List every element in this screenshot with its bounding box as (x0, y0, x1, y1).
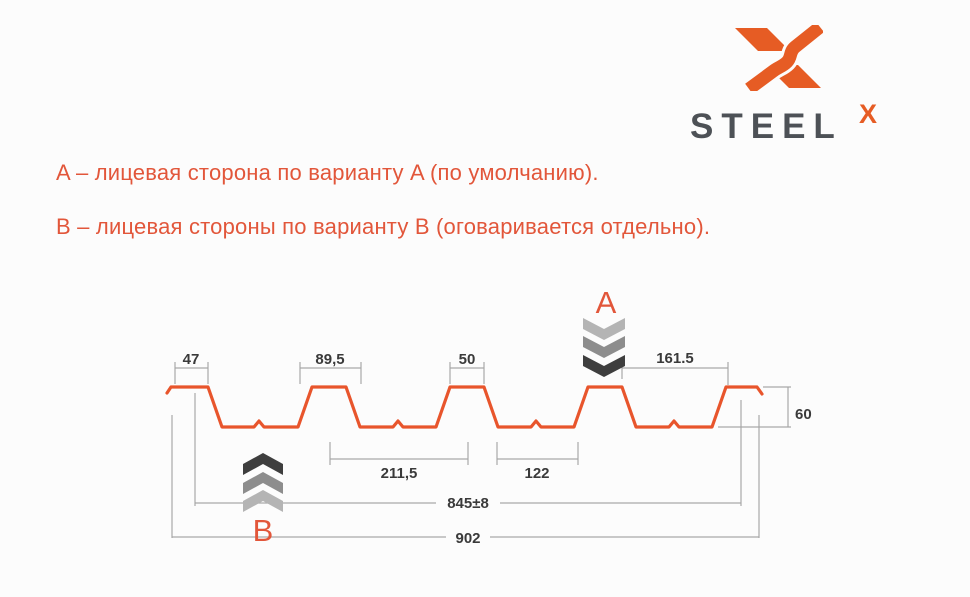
logo-top-left-wedge (735, 28, 790, 51)
chevron-up-icon (243, 490, 283, 512)
side-a-chevrons (583, 318, 625, 377)
logo-x-superscript: X (859, 99, 878, 129)
dim-161-5-label: 161.5 (656, 350, 694, 367)
dim-50-label: 50 (459, 351, 476, 368)
dim-89-5-label: 89,5 (315, 351, 344, 368)
note-variant-a: A – лицевая сторона по варианту A (по ум… (56, 160, 599, 185)
dim-122-label: 122 (524, 465, 549, 482)
profile-outline (165, 385, 764, 429)
dim-845-label-mask (436, 492, 500, 513)
dim-47-label: 47 (183, 351, 200, 368)
steelx-logo-icon (735, 25, 823, 91)
chevron-down-icon (583, 355, 625, 377)
dim-902-label: 902 (455, 530, 480, 547)
chevron-up-icon (243, 453, 283, 475)
dim-902-label-mask (446, 526, 490, 546)
chevron-down-icon (583, 336, 625, 358)
side-a-label: A (596, 285, 617, 320)
logo-wordmark: STEEL (690, 107, 843, 146)
side-b-label: B (253, 513, 274, 548)
chevron-up-icon (243, 472, 283, 494)
dim-211-5-label: 211,5 (381, 465, 418, 482)
side-b-chevrons (243, 453, 283, 512)
logo-band (745, 25, 823, 91)
dim-845-label: 845±8 (447, 495, 489, 512)
note-variant-b: B – лицевая стороны по варианту B (огова… (56, 214, 711, 239)
dim-60-label: 60 (795, 406, 812, 423)
chevron-down-icon (583, 318, 625, 340)
